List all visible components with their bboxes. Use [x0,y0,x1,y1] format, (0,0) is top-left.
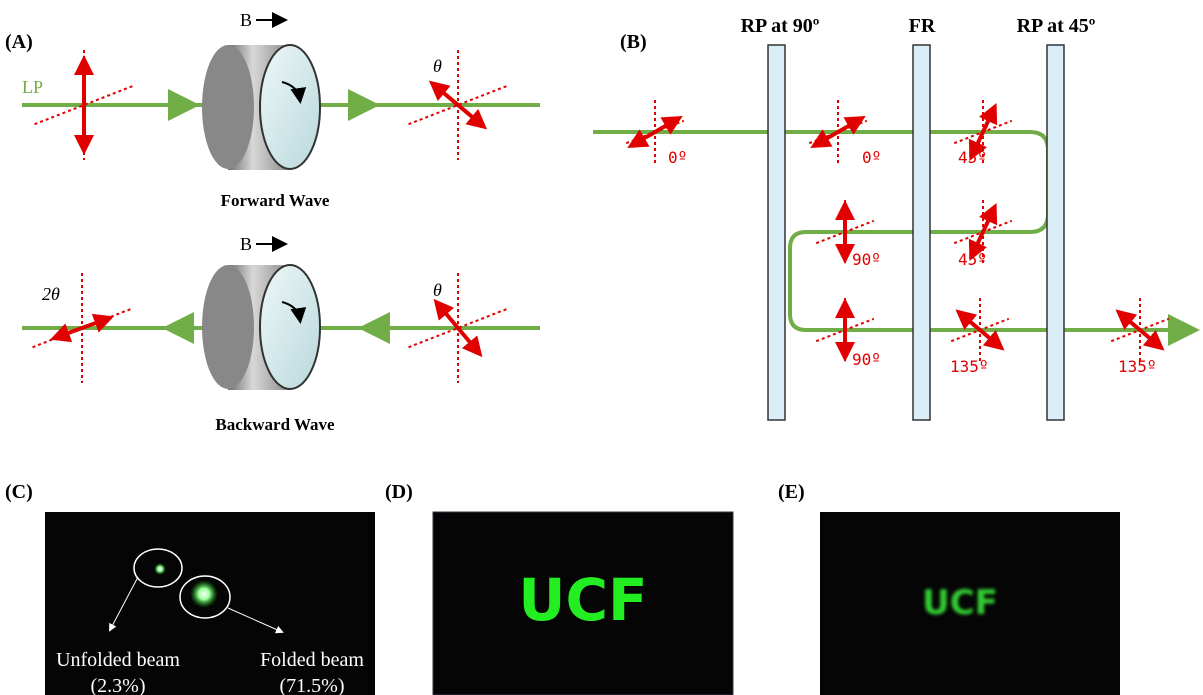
beam-label: Unfolded beam [56,649,180,671]
panel-label: (C) [5,481,33,503]
faraday-rotator [202,45,320,170]
plate [913,45,930,420]
beam-label: Folded beam [260,649,364,671]
theta: θ [433,280,442,300]
angle-label: 90º [852,250,881,269]
image-text: UCF [922,583,998,623]
plate-label: RP at 45º [1017,15,1096,37]
lp-label: LP [22,77,43,97]
two-theta: 2θ [42,284,60,304]
panel-label: (D) [385,481,413,503]
angle-label: 135º [950,357,989,376]
panel-label: (B) [620,31,647,53]
angle-label: 90º [852,350,881,369]
panel-label: (E) [778,481,805,503]
faraday-rotator [202,265,320,390]
angle-label: 135º [1118,357,1157,376]
beam-spot [154,563,166,575]
figure: (A) LP B θ Forward Wave B θ 2θ Backward … [0,0,1203,695]
plate [768,45,785,420]
beam-share: (2.3%) [91,675,146,695]
image-text: UCF [518,566,647,634]
caption: Forward Wave [221,191,330,210]
caption: Backward Wave [215,415,335,434]
angle-label: 0º [862,148,881,167]
plate [1047,45,1064,420]
panel-label: (A) [5,31,33,53]
beam-share: (71.5%) [280,675,345,695]
plate-label: FR [909,15,936,37]
beam-spot [190,580,218,608]
field-label: B [240,10,252,30]
angle-label: 0º [668,148,687,167]
theta: θ [433,56,442,76]
field-label: B [240,234,252,254]
plate-label: RP at 90º [741,15,820,37]
